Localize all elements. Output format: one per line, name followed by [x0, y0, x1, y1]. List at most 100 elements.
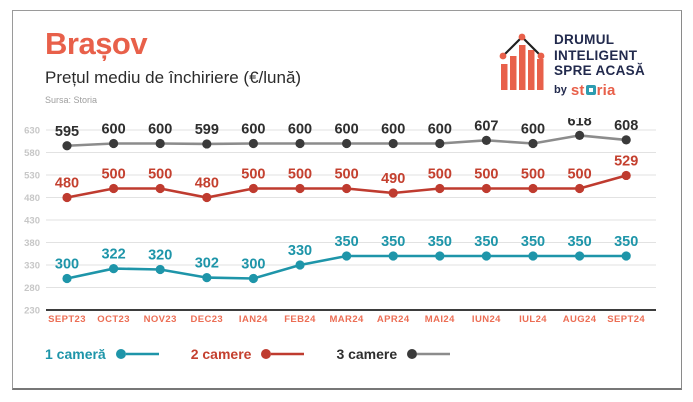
data-point — [621, 135, 631, 145]
data-point — [435, 138, 445, 149]
x-tick-label: FEB24 — [284, 314, 316, 325]
data-point — [342, 138, 352, 149]
data-point — [481, 135, 491, 145]
data-point — [155, 264, 165, 275]
data-label: 500 — [148, 167, 172, 183]
data-point — [621, 170, 631, 181]
data-point — [109, 138, 119, 149]
line-chart: 630 580 530 480 430 380 330 280 230 SEPT23 OCT23 NO… — [24, 118, 656, 325]
data-point — [62, 141, 72, 151]
data-point — [62, 273, 72, 284]
data-label: 300 — [241, 257, 265, 273]
data-label: 500 — [474, 167, 498, 183]
page-title: Brașov — [45, 26, 148, 61]
data-label: 595 — [55, 124, 79, 140]
data-label: 300 — [55, 257, 79, 273]
data-point — [528, 183, 538, 194]
data-point — [155, 138, 165, 149]
x-tick-label: NOV23 — [144, 314, 177, 325]
data-label: 320 — [148, 248, 172, 264]
data-label: 600 — [288, 122, 312, 138]
data-label: 302 — [195, 256, 219, 272]
data-point — [342, 251, 352, 261]
data-label: 322 — [101, 247, 125, 263]
y-tick-label: 380 — [24, 238, 40, 249]
data-label: 600 — [521, 122, 545, 138]
data-label: 600 — [428, 122, 452, 138]
data-point — [481, 251, 491, 261]
data-label: 350 — [614, 234, 638, 250]
data-label: 500 — [428, 167, 452, 183]
data-label: 600 — [381, 122, 405, 138]
data-point — [202, 139, 212, 149]
chart-subtitle: Prețul mediu de închiriere (€/lună) — [45, 68, 302, 87]
source-credit: Sursa: Storia — [45, 95, 98, 105]
data-label: 490 — [381, 171, 405, 187]
legend-item-2-camere: 2 camere — [191, 346, 307, 362]
data-point — [62, 192, 72, 203]
data-label: 618 — [567, 118, 591, 129]
data-label: 500 — [288, 167, 312, 183]
data-point — [295, 138, 305, 149]
data-label: 350 — [474, 234, 498, 250]
data-label: 607 — [474, 118, 498, 134]
data-point — [575, 130, 585, 140]
data-point — [388, 251, 398, 261]
y-tick-label: 230 — [24, 306, 40, 317]
x-tick-label: MAI24 — [425, 314, 455, 325]
data-point — [295, 260, 305, 270]
x-tick-label: OCT23 — [97, 314, 130, 325]
y-tick-label: 280 — [24, 283, 40, 294]
data-label: 350 — [521, 234, 545, 250]
legend-label-2-camere: 2 camere — [190, 346, 252, 362]
logo-by-word: by — [554, 84, 567, 96]
data-label: 350 — [567, 234, 591, 250]
data-point — [248, 138, 258, 149]
data-label: 350 — [381, 234, 405, 250]
data-label: 600 — [241, 122, 265, 138]
data-point — [435, 183, 445, 194]
y-tick-label: 630 — [24, 126, 40, 137]
y-tick-label: 330 — [24, 261, 40, 272]
logo-text: DRUMUL INTELIGENT SPRE ACASĂ by st ria — [554, 32, 645, 99]
data-label: 480 — [195, 176, 219, 192]
x-tick-label: IAN24 — [239, 314, 268, 325]
x-tick-label: IUN24 — [472, 314, 501, 325]
data-label: 599 — [195, 122, 219, 138]
data-point — [528, 138, 538, 149]
y-tick-label: 580 — [24, 148, 40, 159]
data-label: 500 — [567, 167, 591, 183]
data-point — [295, 183, 305, 194]
storia-o-icon — [585, 85, 596, 95]
logo-line-3: SPRE ACASĂ — [554, 63, 646, 78]
data-point — [435, 251, 445, 261]
data-point — [621, 251, 631, 261]
data-point — [202, 273, 212, 283]
x-tick-label: APR24 — [377, 314, 410, 325]
data-point — [248, 183, 258, 194]
data-point — [575, 183, 585, 194]
storia-wordmark: st ria — [571, 82, 616, 99]
data-label: 350 — [334, 234, 358, 250]
data-label: 330 — [288, 243, 312, 259]
y-tick-label: 480 — [24, 193, 40, 204]
storia-logo: DRUMUL INTELIGENT SPRE ACASĂ by st ria — [497, 32, 645, 99]
x-tick-label: SEPT24 — [607, 314, 645, 325]
legend-line-icon-3-camere — [407, 349, 451, 359]
card-border — [12, 10, 682, 390]
legend-label-1-camera: 1 cameră — [45, 346, 106, 362]
brand-pre: st — [570, 81, 585, 99]
data-label: 600 — [334, 122, 358, 138]
legend: 1 cameră 2 camere 3 camere — [45, 346, 452, 362]
data-label: 500 — [101, 167, 125, 183]
data-point — [528, 251, 538, 261]
data-label: 600 — [101, 122, 125, 138]
legend-item-3-camere: 3 camere — [336, 346, 452, 362]
data-point — [248, 273, 258, 284]
data-label: 480 — [55, 176, 79, 192]
legend-label-3-camere: 3 camere — [336, 346, 398, 362]
y-tick-label: 530 — [24, 171, 40, 182]
data-point — [388, 138, 398, 149]
data-point — [388, 188, 398, 198]
